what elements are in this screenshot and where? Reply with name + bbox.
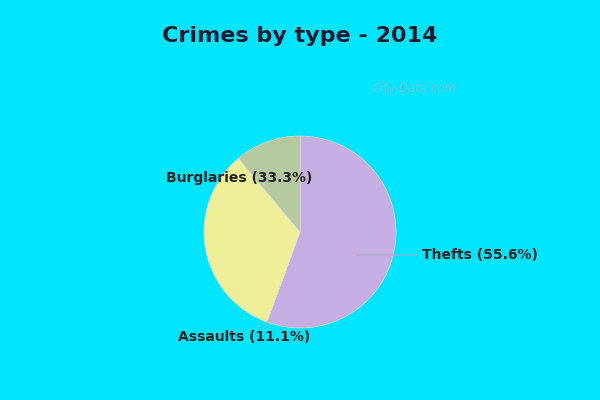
Wedge shape	[204, 158, 300, 322]
Text: Thefts (55.6%): Thefts (55.6%)	[356, 248, 538, 262]
Wedge shape	[238, 136, 300, 232]
Wedge shape	[267, 136, 396, 328]
Text: City-Data.com: City-Data.com	[373, 82, 457, 95]
Text: Assaults (11.1%): Assaults (11.1%)	[178, 320, 311, 344]
Text: Burglaries (33.3%): Burglaries (33.3%)	[166, 171, 312, 185]
Text: Crimes by type - 2014: Crimes by type - 2014	[163, 26, 437, 46]
